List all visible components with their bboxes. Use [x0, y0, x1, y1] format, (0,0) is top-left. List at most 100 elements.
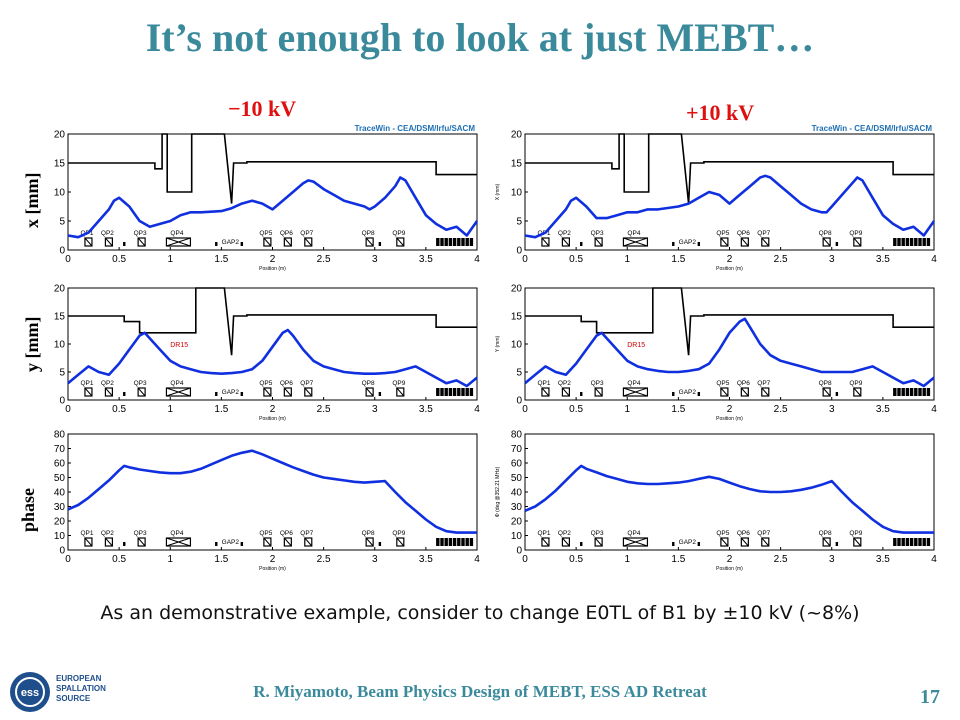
element-dtl-cell	[444, 388, 448, 396]
x-axis-label: Position (m)	[716, 416, 743, 422]
element-label: QP8	[819, 530, 832, 537]
element-quad	[561, 237, 571, 247]
element-label: QP8	[819, 380, 832, 387]
logo-line-2: SPALLATION	[56, 684, 106, 693]
element-quad	[263, 387, 272, 397]
element-quad	[283, 387, 292, 397]
element-dtl-cell	[465, 538, 469, 546]
y-tick-label: 20	[54, 284, 66, 295]
y-tick-label: 10	[54, 531, 66, 542]
element-label: QP9	[392, 380, 405, 387]
column-label-left: −10 kV	[228, 96, 297, 121]
x-tick-label: 2	[727, 404, 733, 415]
element-quad	[304, 237, 313, 247]
element-quad	[137, 237, 146, 247]
y-tick-label: 0	[516, 546, 522, 557]
y-tick-label: 10	[54, 188, 66, 199]
x-tick-label: 4	[474, 404, 480, 415]
element-dtl-cell	[461, 538, 465, 546]
element-label: QP2	[101, 530, 114, 537]
element-label: QP2	[558, 230, 571, 237]
element-dtl-cell	[905, 388, 910, 396]
x-tick-label: 1.5	[214, 254, 228, 265]
y-axis-label: X (mm)	[495, 183, 501, 200]
element-quad	[263, 237, 272, 247]
x-tick-label: 1.5	[214, 554, 228, 565]
plot-y-plus10kv: 0 0.5 1 1.5 2 2.5 3 3.5 4 0 5 10 15 20 Position (m) Y (…	[495, 284, 937, 423]
element-label: QP7	[300, 530, 313, 537]
y-tick-label: 5	[516, 217, 522, 228]
element-dtl-cell	[922, 238, 926, 246]
element-dtl-cell	[926, 238, 931, 246]
x-axis-label: Position (m)	[716, 266, 743, 272]
x-tick-label: 0	[65, 404, 71, 415]
ess-logo-mark-text: ess	[21, 687, 39, 699]
x-tick-label: 4	[474, 554, 480, 565]
y-tick-label: 20	[54, 130, 66, 141]
element-quad	[283, 387, 292, 397]
y-tick-label: 5	[59, 368, 65, 379]
plot-phase-minus10kv: 0 0.5 1 1.5 2 2.5 3 3.5 401020304050607080Positi…	[54, 430, 480, 573]
y-tick-label: 15	[54, 159, 66, 170]
element-dtl-cell	[914, 388, 918, 396]
element-dtl-cell	[893, 238, 897, 246]
x-tick-label: 1	[624, 404, 630, 415]
element-quad	[562, 537, 570, 547]
plot-frame	[524, 133, 935, 251]
x-tick-label: 2.5	[317, 254, 331, 265]
element-label: QP1	[80, 380, 93, 387]
element-label: GAP2	[679, 539, 697, 546]
element-dtl-cell	[461, 388, 465, 396]
x-tick-label: 0.5	[569, 554, 583, 565]
x-tick-label: 4	[931, 254, 937, 265]
x-tick-label: 1.5	[671, 404, 685, 415]
column-label-right: +10 kV	[686, 100, 755, 125]
y-tick-label: 5	[59, 217, 65, 228]
element-dtl-cell	[448, 388, 453, 396]
aperture-line	[525, 287, 934, 356]
element-label: QP3	[591, 380, 604, 387]
x-tick-label: 0	[522, 554, 528, 565]
element-label: QP1	[80, 530, 93, 537]
element-dtl-cell	[922, 388, 926, 396]
element-quad	[137, 387, 146, 397]
element-qp4	[622, 537, 649, 547]
element-quad	[561, 537, 571, 547]
y-tick-label: 40	[54, 488, 66, 499]
y-tick-label: 20	[511, 284, 523, 295]
element-quad	[720, 387, 729, 397]
element-label: QP3	[591, 230, 604, 237]
element-qp4	[622, 237, 649, 247]
x-tick-label: 1.5	[671, 254, 685, 265]
element-quad	[594, 387, 603, 397]
element-dtl-cell	[918, 238, 922, 246]
y-tick-label: 20	[511, 517, 523, 528]
element-quad	[283, 537, 292, 547]
element-dtl-cell	[444, 538, 448, 546]
x-tick-label: 1.5	[214, 404, 228, 415]
y-tick-label: 50	[54, 473, 66, 484]
element-quad	[263, 537, 272, 547]
element-label: QP9	[392, 230, 405, 237]
element-steerer	[378, 392, 382, 396]
element-steerer	[580, 242, 583, 246]
element-quad	[304, 387, 313, 397]
y-tick-label: 20	[511, 130, 523, 141]
element-dtl-cell	[469, 388, 474, 396]
element-dtl-cell	[457, 388, 461, 396]
element-steerer	[240, 392, 244, 396]
element-quad	[304, 237, 313, 247]
element-dtl-cell	[469, 538, 474, 546]
element-quad	[562, 387, 570, 397]
element-quad	[822, 387, 831, 397]
element-quad	[541, 237, 550, 247]
element-quad	[822, 387, 831, 397]
y-tick-label: 80	[511, 430, 523, 441]
element-quad	[822, 537, 831, 547]
element-label: QP4	[627, 380, 640, 387]
beam-envelope-line	[67, 176, 479, 239]
element-quad	[853, 387, 862, 397]
element-label: GAP2	[679, 239, 697, 246]
element-dtl-cell	[457, 538, 461, 546]
element-quad	[396, 387, 405, 397]
